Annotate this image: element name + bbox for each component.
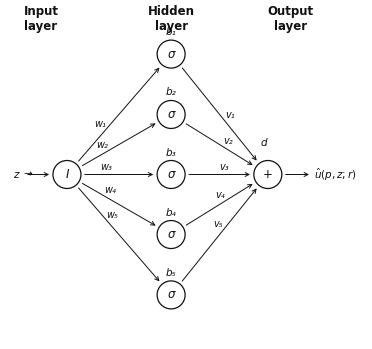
Circle shape: [53, 161, 81, 188]
Text: v₄: v₄: [215, 190, 225, 200]
Circle shape: [157, 40, 185, 68]
Text: →: →: [23, 170, 32, 179]
Circle shape: [157, 221, 185, 248]
Circle shape: [157, 161, 185, 188]
Text: b₅: b₅: [166, 268, 176, 278]
Text: σ: σ: [167, 288, 175, 302]
Text: σ: σ: [167, 168, 175, 181]
Text: w₄: w₄: [105, 185, 116, 195]
Text: v₃: v₃: [219, 162, 229, 171]
Text: d: d: [260, 139, 267, 149]
Text: +: +: [263, 168, 273, 181]
Text: b₂: b₂: [166, 88, 176, 97]
Text: w₁: w₁: [94, 119, 106, 128]
Text: $\hat{u}(p, z; r)$: $\hat{u}(p, z; r)$: [314, 166, 357, 183]
Text: Input
layer: Input layer: [23, 5, 58, 33]
Text: b₃: b₃: [166, 148, 176, 157]
Text: Hidden
layer: Hidden layer: [148, 5, 195, 33]
Text: v₂: v₂: [224, 136, 233, 146]
Circle shape: [254, 161, 282, 188]
Text: b₄: b₄: [166, 208, 176, 217]
Text: I: I: [65, 168, 69, 181]
Text: v₁: v₁: [226, 110, 235, 120]
Text: w₅: w₅: [107, 210, 119, 220]
Text: w₂: w₂: [97, 140, 109, 150]
Text: z: z: [13, 170, 19, 179]
Circle shape: [157, 281, 185, 309]
Text: w₃: w₃: [100, 162, 112, 171]
Text: b₁: b₁: [166, 27, 176, 37]
Text: σ: σ: [167, 47, 175, 61]
Circle shape: [157, 101, 185, 128]
Text: σ: σ: [167, 108, 175, 121]
Text: σ: σ: [167, 228, 175, 241]
Text: v₅: v₅: [213, 219, 223, 229]
Text: Output
layer: Output layer: [267, 5, 313, 33]
